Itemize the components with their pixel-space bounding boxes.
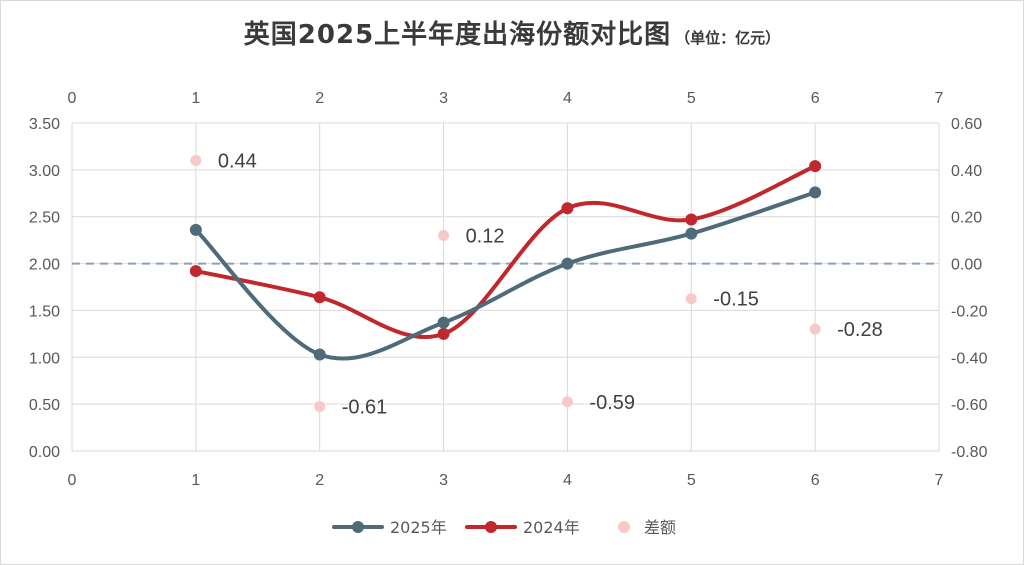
diff-point: [314, 400, 326, 412]
legend-swatch-marker: [485, 521, 497, 533]
legend-swatch-marker: [618, 521, 630, 533]
diff-data-label: -0.15: [713, 289, 759, 311]
legend-swatch-marker: [352, 521, 364, 533]
legend-label: 2024年: [523, 518, 580, 537]
x-top-tick-label: 0: [68, 90, 77, 107]
y-right-tick-label: -0.80: [951, 444, 988, 461]
diff-point: [809, 323, 821, 335]
diff-point: [685, 293, 697, 305]
legend-label: 差额: [644, 518, 676, 537]
y-left-tick-label: 1.00: [29, 350, 60, 367]
series-2025-point: [685, 227, 698, 240]
y-left-tick-label: 3.00: [29, 163, 60, 180]
y-left-tick-label: 1.50: [29, 303, 60, 320]
y-right-tick-label: -0.20: [951, 303, 988, 320]
y-left-tick-label: 0.50: [29, 397, 60, 414]
y-right-tick-label: -0.40: [951, 350, 988, 367]
x-top-tick-label: 3: [439, 90, 448, 107]
legend: 2025年 2024年 差额: [332, 518, 676, 537]
x-top-tick-label: 5: [687, 90, 696, 107]
x-bottom-tick-label: 7: [935, 472, 944, 489]
diff-point: [438, 229, 450, 241]
x-bottom-tick-label: 1: [191, 472, 200, 489]
x-bottom-tick-label: 4: [563, 472, 572, 489]
chart-title-text: 英国2025上半年度出海份额对比图: [243, 20, 672, 50]
x-top-tick-label: 2: [315, 90, 324, 107]
chart-unit: （单位：亿元）: [675, 29, 781, 47]
x-top-tick-label: 1: [191, 90, 200, 107]
grid-lines: [71, 122, 940, 452]
diff-data-label: 0.44: [218, 150, 257, 172]
series-2025-line: [193, 190, 818, 361]
series-2025-point: [189, 223, 202, 236]
series-2024-line: [193, 164, 818, 340]
series-2024-point: [437, 327, 450, 340]
x-top-tick-label: 6: [811, 90, 820, 107]
x-bottom-tick-label: 0: [68, 472, 77, 489]
series-2025-point: [313, 348, 326, 361]
y-right-tick-label: 0.20: [951, 210, 982, 227]
diff-data-label: -0.28: [837, 319, 883, 341]
diff-data-label: -0.59: [589, 392, 635, 414]
legend-label: 2025年: [390, 518, 447, 537]
diff-point: [561, 396, 573, 408]
x-top-tick-label: 7: [935, 90, 944, 107]
y-right-tick-label: 0.60: [951, 116, 982, 133]
y-right-tick-label: 0.40: [951, 163, 982, 180]
series-2024-point: [685, 213, 698, 226]
diff-point: [190, 154, 202, 166]
x-top-tick-label: 4: [563, 90, 572, 107]
axes: 0.00 0.50 1.00 1.50 2.00 2.50 3.00 3.50 -0.80 -0.…: [29, 90, 988, 489]
y-right-tick-label: -0.60: [951, 397, 988, 414]
y-left-tick-label: 0.00: [29, 444, 60, 461]
series-2024-point: [189, 265, 202, 278]
x-bottom-tick-label: 6: [811, 472, 820, 489]
diff-data-label: -0.61: [342, 396, 388, 418]
y-left-tick-label: 3.50: [29, 116, 60, 133]
y-left-tick-label: 2.00: [29, 257, 60, 274]
series-2024-point: [561, 202, 574, 215]
y-left-tick-label: 2.50: [29, 210, 60, 227]
series-2024-point: [809, 160, 822, 173]
x-bottom-tick-label: 5: [687, 472, 696, 489]
series-2025-point: [809, 186, 822, 199]
x-bottom-tick-label: 2: [315, 472, 324, 489]
diff-data-label: 0.12: [466, 225, 505, 247]
y-right-tick-label: 0.00: [951, 257, 982, 274]
series-layer: [189, 154, 822, 412]
chart-title: 英国2025上半年度出海份额对比图 （单位：亿元）: [0, 14, 1024, 51]
series-2024-point: [313, 291, 326, 304]
data-labels: 0.44 -0.61 0.12 -0.59 -0.15 -0.28: [218, 150, 883, 418]
x-bottom-tick-label: 3: [439, 472, 448, 489]
series-2025-point: [437, 316, 450, 329]
series-2025-point: [561, 257, 574, 270]
